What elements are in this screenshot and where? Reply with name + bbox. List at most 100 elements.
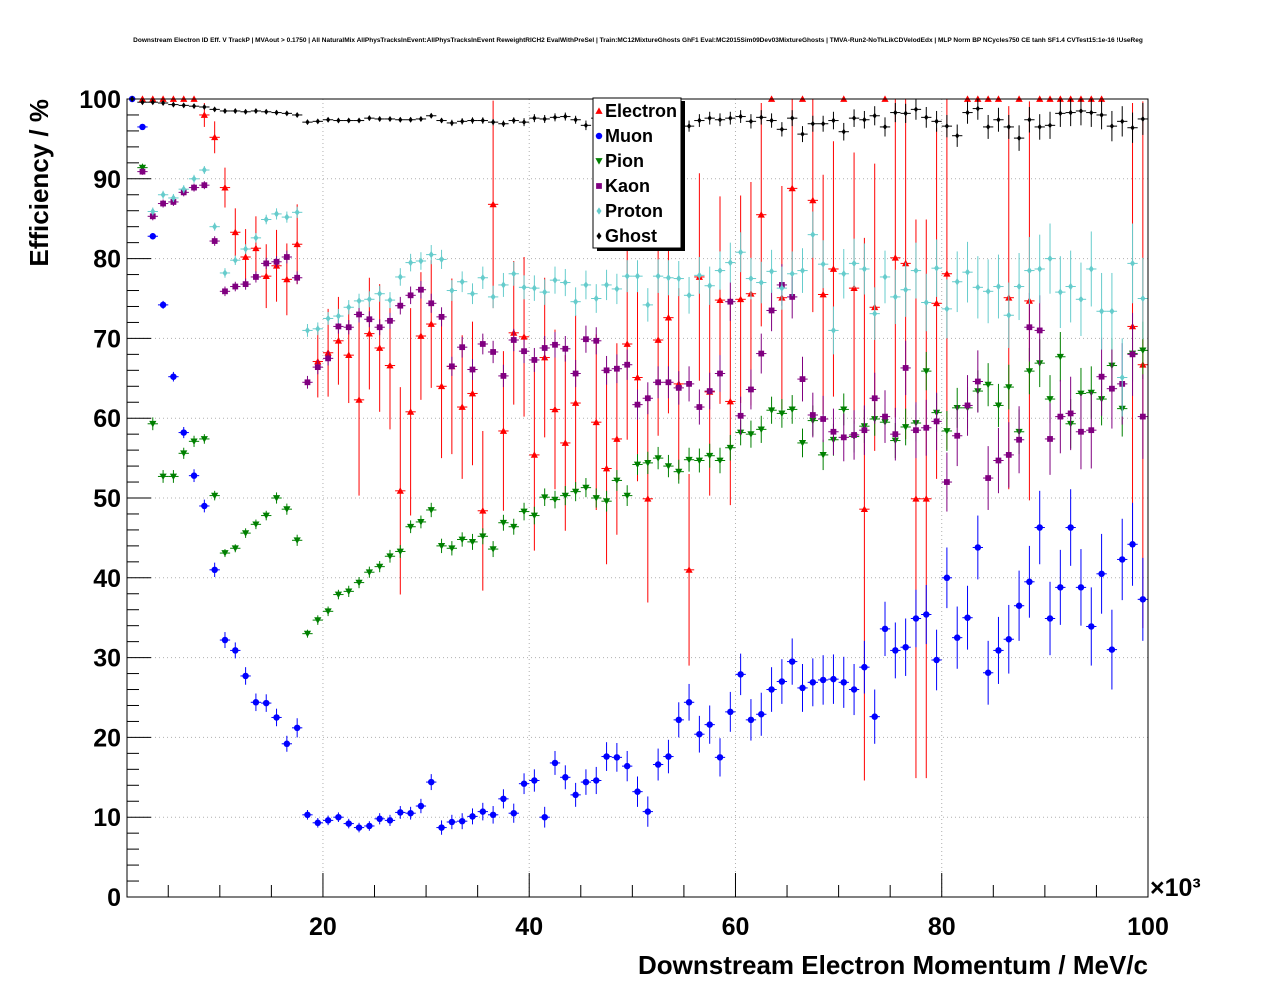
data-point — [644, 395, 651, 402]
data-point — [829, 265, 838, 272]
data-point — [840, 406, 848, 414]
data-point — [644, 460, 652, 467]
data-point — [583, 336, 589, 343]
data-point — [943, 574, 951, 582]
data-point — [458, 536, 466, 544]
data-point — [1015, 602, 1023, 609]
data-point — [396, 548, 404, 556]
data-point — [562, 774, 569, 781]
data-point — [769, 267, 775, 275]
data-point — [892, 431, 899, 438]
data-point — [211, 492, 219, 500]
data-point — [716, 754, 724, 761]
data-point — [788, 184, 796, 192]
data-point — [448, 545, 456, 552]
data-point — [1046, 615, 1054, 622]
data-point — [872, 310, 878, 318]
data-point — [150, 207, 156, 216]
data-point — [1006, 123, 1011, 130]
y-tick-label: 30 — [93, 645, 121, 673]
data-point — [253, 234, 259, 242]
data-point — [479, 533, 487, 540]
data-point — [303, 630, 312, 638]
data-point — [986, 123, 991, 130]
data-point — [654, 761, 662, 768]
data-point — [551, 405, 559, 413]
data-point — [655, 379, 662, 386]
data-point — [159, 473, 167, 481]
data-point — [1057, 288, 1063, 296]
data-point — [953, 634, 961, 641]
data-point — [696, 730, 703, 738]
data-point — [851, 259, 857, 267]
data-point — [1016, 282, 1022, 291]
data-point — [180, 450, 188, 457]
data-point — [489, 546, 497, 553]
data-point — [1057, 413, 1064, 420]
legend-marker — [596, 183, 602, 189]
data-point — [283, 275, 291, 283]
data-point — [922, 368, 930, 375]
data-point — [180, 429, 187, 436]
data-point — [1139, 413, 1146, 420]
data-point — [212, 106, 217, 113]
data-point — [191, 175, 197, 183]
data-point — [664, 314, 673, 321]
x-tick-labels: 20 40 60 80 100 — [309, 913, 1169, 941]
data-point — [449, 286, 455, 295]
data-point — [974, 378, 981, 385]
y-tick-label: 100 — [79, 86, 121, 114]
data-point — [490, 349, 496, 355]
data-point — [767, 407, 776, 414]
data-point — [943, 428, 951, 435]
y-tick-label: 80 — [93, 246, 121, 274]
data-point — [326, 116, 331, 123]
data-point — [840, 679, 848, 686]
data-point — [1058, 110, 1063, 117]
data-point — [305, 119, 310, 126]
legend-box — [592, 97, 682, 249]
data-point — [954, 278, 960, 286]
data-point — [882, 123, 888, 130]
data-point — [191, 103, 197, 110]
data-point — [748, 274, 754, 283]
data-point — [262, 272, 270, 280]
data-point — [469, 366, 476, 373]
data-point — [644, 808, 652, 815]
data-point — [170, 373, 177, 380]
data-point — [468, 389, 477, 397]
data-point — [551, 759, 559, 767]
data-point — [768, 307, 775, 314]
chart-title: Downstream Electron ID Eff. V TrackP | M… — [133, 37, 1143, 44]
data-point — [150, 99, 155, 106]
data-point — [232, 256, 238, 264]
data-point — [809, 412, 816, 418]
data-point — [262, 512, 270, 520]
data-point — [850, 686, 858, 693]
data-point — [243, 245, 249, 253]
data-point — [664, 463, 673, 470]
data-point — [685, 566, 693, 573]
legend-label: Muon — [605, 126, 653, 146]
data-point — [1036, 524, 1043, 531]
data-point — [1089, 109, 1094, 116]
data-point — [913, 266, 919, 275]
legend-entry-electron: Electron — [595, 101, 677, 121]
data-point — [201, 182, 208, 189]
data-point — [408, 116, 413, 123]
data-point — [665, 753, 672, 760]
data-point — [1016, 436, 1022, 443]
data-point — [624, 272, 630, 280]
data-point — [984, 669, 992, 677]
data-point — [489, 200, 497, 208]
data-point — [345, 324, 352, 331]
data-point — [169, 473, 178, 481]
data-point — [747, 431, 755, 438]
data-point — [902, 365, 909, 371]
y-tick-label: 90 — [93, 166, 121, 194]
data-point — [1099, 111, 1104, 118]
data-point — [1078, 107, 1084, 114]
data-point — [1109, 385, 1115, 392]
data-point — [882, 273, 888, 281]
data-point — [809, 679, 817, 686]
